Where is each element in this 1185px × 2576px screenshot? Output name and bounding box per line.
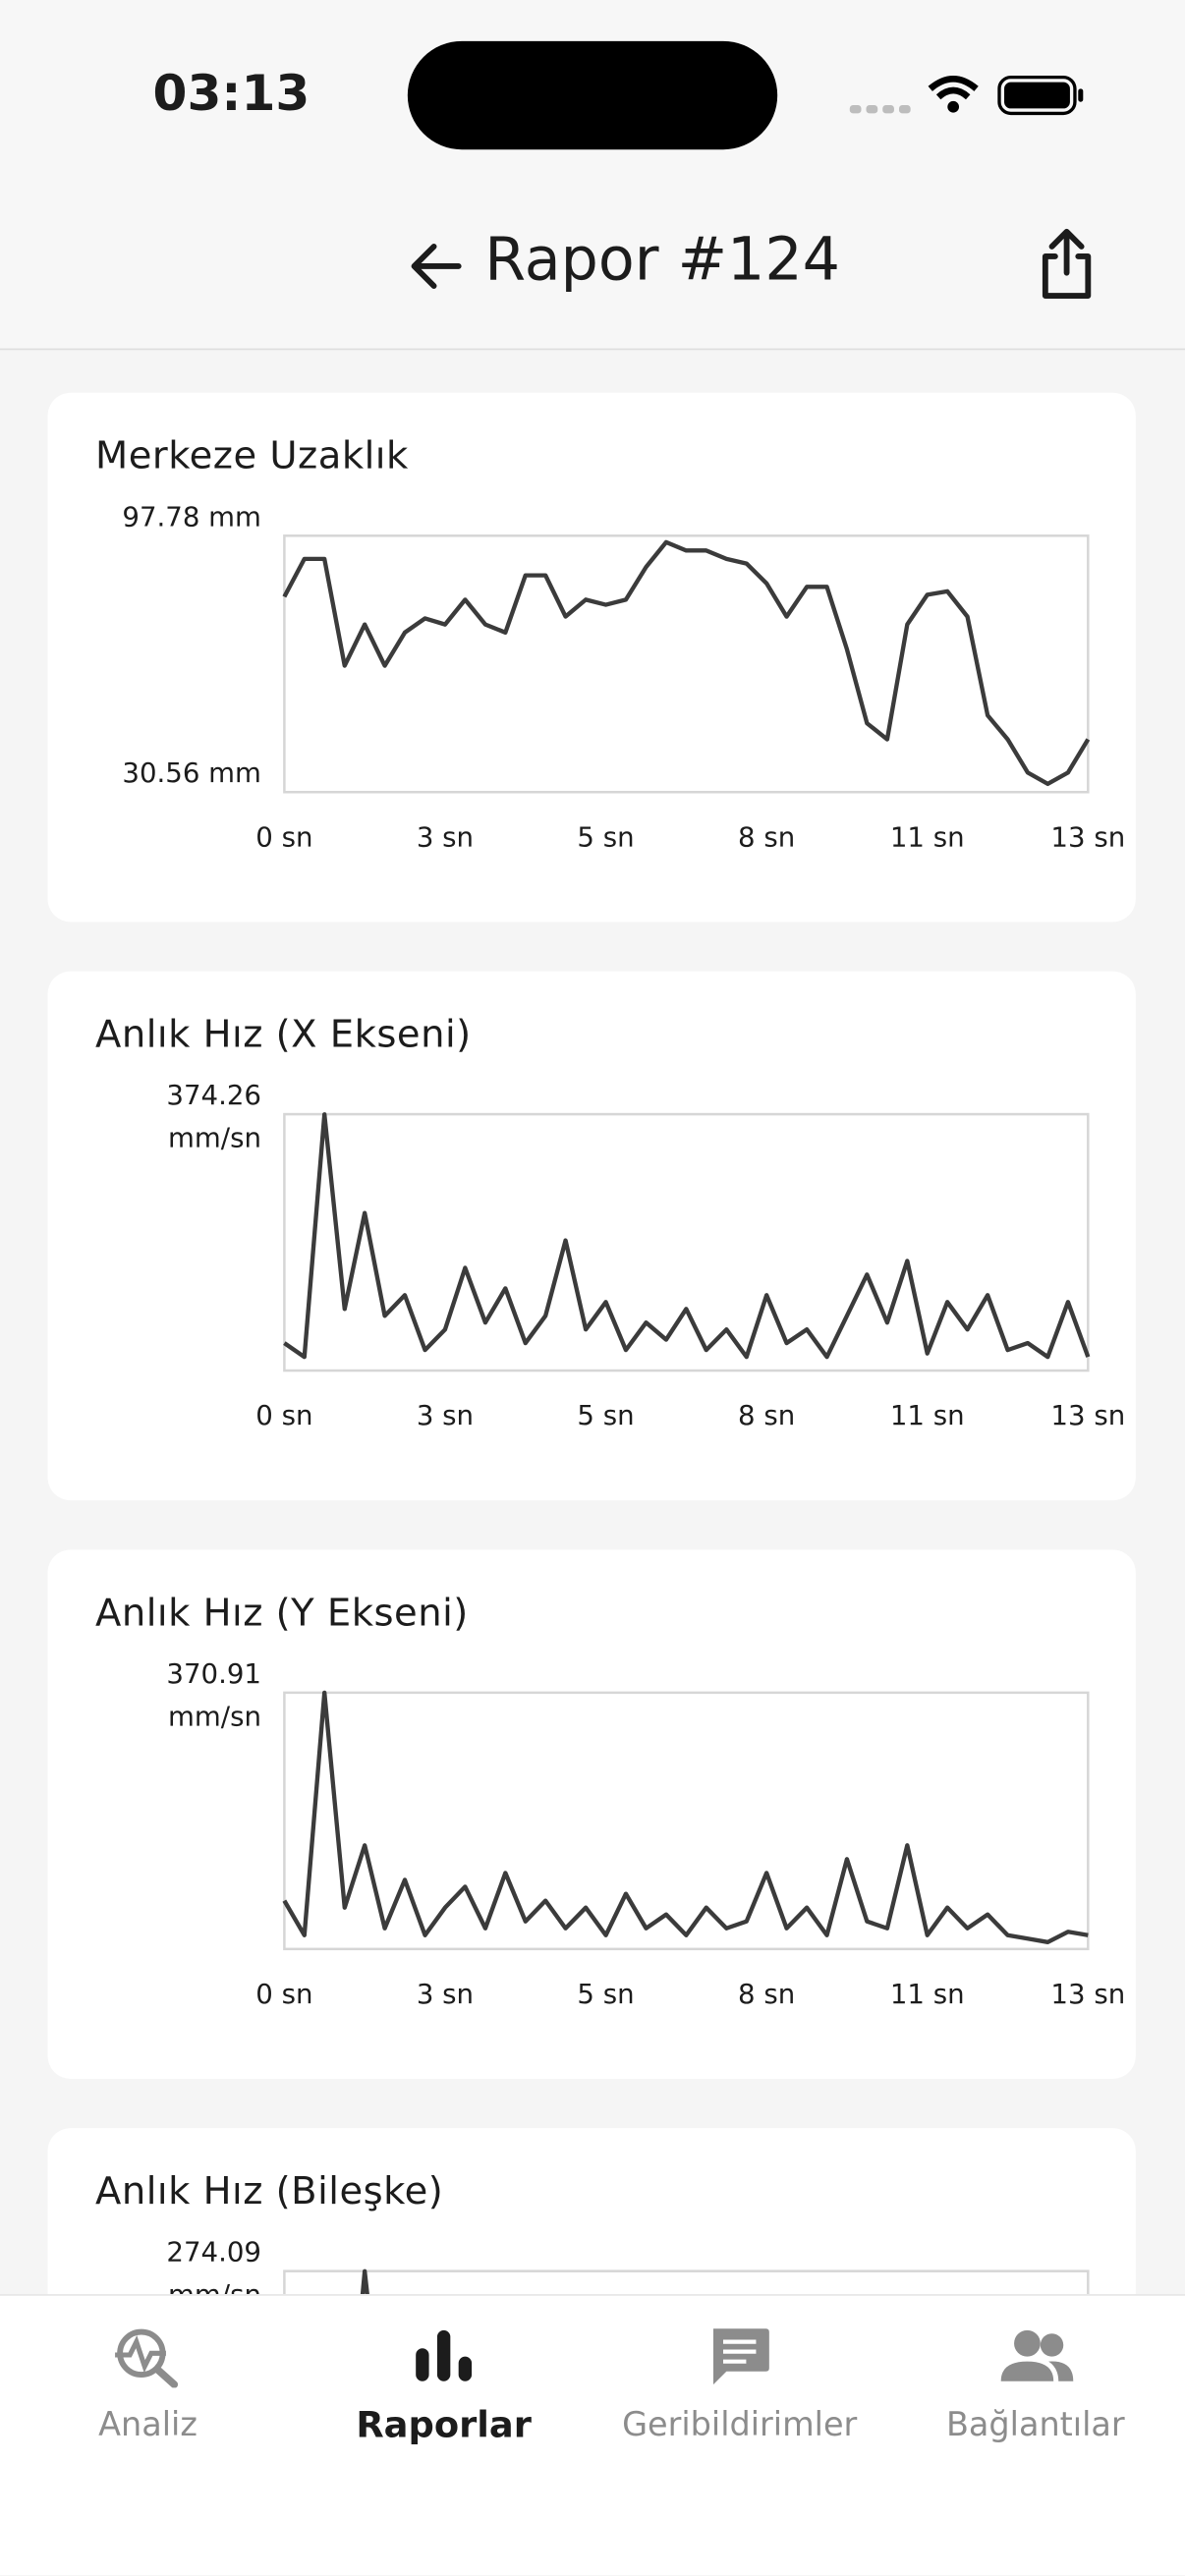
chart-plot <box>282 534 1091 794</box>
data-line <box>283 1112 1091 1360</box>
status-time: 03:13 <box>152 65 310 124</box>
y-tick-label: 374.26 mm/sn <box>166 1079 261 1154</box>
plot-area <box>282 539 1091 787</box>
tab-label: Bağlantılar <box>945 2404 1125 2444</box>
y-tick-label: 97.78 mm <box>122 501 261 532</box>
x-tick-label: 11 sn <box>889 1978 965 2010</box>
back-button[interactable] <box>403 234 469 300</box>
x-tick-label: 3 sn <box>416 1978 475 2010</box>
y-tick-label: 30.56 mm <box>122 757 261 789</box>
x-tick-label: 5 sn <box>577 1978 635 2010</box>
x-tick-label: 5 sn <box>577 1400 635 1431</box>
x-tick-label: 13 sn <box>1050 1978 1126 2010</box>
data-line <box>282 1690 1089 1944</box>
chart-plot <box>283 1112 1091 1372</box>
page-title: Rapor #124 <box>484 226 840 295</box>
tab-label: Geribildirimler <box>622 2404 858 2444</box>
plot-frame <box>283 2269 1090 2295</box>
chart-title: Anlık Hız (X Ekseni) <box>95 1014 472 1057</box>
tab-icon-raporlar <box>416 2329 473 2381</box>
chart-plot <box>283 2268 1090 2295</box>
chart-card: Anlık Hız (X Ekseni) 374.26 mm/sn 0 sn 3 sn… <box>47 971 1136 1501</box>
chart-card: Anlık Hız (Y Ekseni) 370.91 mm/sn 0 sn 3 sn… <box>47 1549 1136 2079</box>
tab-icon-analiz <box>115 2328 179 2388</box>
share-button[interactable] <box>1034 227 1100 303</box>
plot-area <box>283 1112 1091 1360</box>
x-tick-label: 13 sn <box>1050 1400 1126 1431</box>
plot-area <box>360 2268 369 2295</box>
chart-title: Anlık Hız (Bileşke) <box>95 2170 444 2214</box>
x-tick-label: 11 sn <box>889 821 965 854</box>
y-tick-label: 274.09 mm/sn <box>166 2236 261 2295</box>
chart-title: Anlık Hız (Y Ekseni) <box>95 1592 469 1636</box>
x-tick-label: 3 sn <box>416 1400 475 1431</box>
x-tick-label: 0 sn <box>255 821 313 854</box>
tab-label: Raporlar <box>356 2405 532 2447</box>
report-content: Merkeze Uzaklık 97.78 mm 30.56 mm 0 sn 3 sn 5… <box>0 350 1185 2295</box>
x-tick-label: 11 sn <box>889 1400 965 1431</box>
plot-frame <box>283 534 1090 794</box>
chart-card: Anlık Hız (Bileşke)274.09 mm/sn0 sn3 sn5… <box>47 2128 1136 2295</box>
tab-icon-baglantilar <box>1000 2329 1074 2381</box>
x-tick-label: 8 sn <box>738 821 796 854</box>
tab-bar: Analiz Raporlar Geribildirimler Bağlantılar <box>0 2294 1185 2576</box>
status-icons <box>849 75 1084 116</box>
x-tick-label: 0 sn <box>255 1400 313 1431</box>
plot-frame <box>283 1112 1090 1372</box>
x-tick-label: 0 sn <box>255 1978 313 2010</box>
x-tick-label: 8 sn <box>738 1400 796 1431</box>
chart-title: Merkeze Uzaklık <box>95 435 409 478</box>
x-tick-label: 8 sn <box>738 1978 796 2010</box>
plot-area <box>282 1690 1089 1944</box>
data-line <box>282 539 1091 787</box>
x-tick-label: 13 sn <box>1050 821 1126 854</box>
dynamic-island <box>407 40 778 150</box>
tab-label: Analiz <box>98 2404 198 2444</box>
x-tick-label: 3 sn <box>416 821 475 854</box>
y-tick-label: 370.91 mm/sn <box>166 1657 261 1733</box>
tab-icon-geribildirimler <box>712 2328 769 2385</box>
chart-card: Merkeze Uzaklık 97.78 mm 30.56 mm 0 sn 3 sn 5… <box>47 392 1136 923</box>
chart-plot <box>282 1690 1090 1951</box>
x-tick-label: 5 sn <box>577 821 635 854</box>
top-bar: 03:13 Rapor #124 <box>0 0 1185 351</box>
data-line <box>360 2268 369 2295</box>
plot-frame <box>283 1691 1090 1951</box>
